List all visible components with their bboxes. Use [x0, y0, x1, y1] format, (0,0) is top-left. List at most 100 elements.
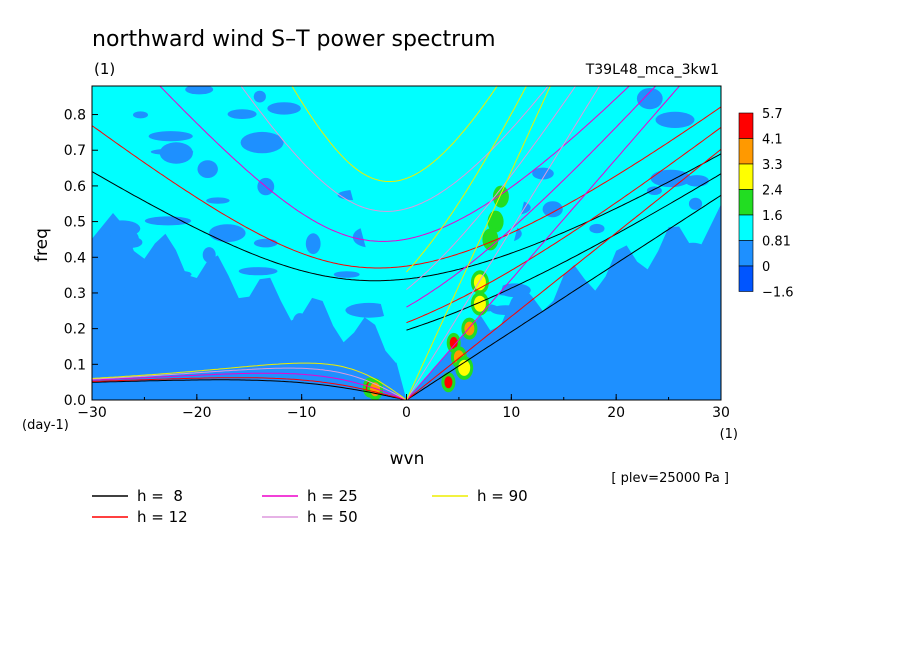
x-axis-label: wvn — [390, 449, 425, 469]
chart-title: northward wind S–T power spectrum — [92, 27, 496, 52]
field-patch — [148, 131, 193, 142]
kelvin-curve — [406, 194, 721, 400]
kelvin-curve — [406, 86, 681, 400]
field-low-band — [92, 204, 721, 400]
field-patch — [227, 109, 257, 119]
field-patch — [133, 111, 148, 119]
field-patch — [650, 169, 691, 188]
field-patch — [110, 228, 139, 251]
ig-curve — [240, 86, 549, 212]
field-patch — [602, 279, 627, 292]
colorbar-swatch — [738, 265, 754, 292]
field-patch — [253, 90, 266, 103]
colorbar-label: 3.3 — [762, 158, 783, 173]
colorbar-label: 2.4 — [762, 184, 783, 199]
x-tick-label: −10 — [287, 405, 317, 421]
colorbar-swatch — [738, 138, 754, 165]
spectrum-field — [92, 86, 721, 400]
mrg-curve — [406, 126, 721, 324]
kelvin-curve — [406, 86, 551, 400]
legend-label: h = 8 — [137, 487, 183, 505]
field-patch — [92, 282, 126, 300]
field-patch — [646, 186, 662, 195]
mrg-curve — [406, 86, 528, 273]
mrg-curve — [406, 173, 721, 331]
field-patch — [333, 271, 360, 278]
colorbar: 5.7 4.1 3.3 2.4 1.6 0.81 0 −1.6 — [738, 107, 794, 301]
x-tick-label: 20 — [607, 405, 625, 421]
field-patch — [253, 238, 278, 248]
legend-label: h = 50 — [307, 508, 358, 526]
y-tick-label: 0.6 — [64, 179, 86, 195]
field-patch — [238, 267, 278, 276]
y-tick-label: 0.3 — [64, 286, 86, 302]
colorbar-swatch — [738, 163, 754, 190]
field-patch — [185, 86, 214, 95]
colorbar-swatch — [738, 112, 754, 139]
rossby-curve — [92, 362, 407, 400]
field-patch — [655, 111, 695, 128]
field-patch — [345, 302, 393, 318]
field-patch — [267, 102, 301, 115]
colorbar-swatch — [738, 189, 754, 216]
ig-curve — [92, 106, 721, 269]
mrg-curve — [406, 86, 577, 290]
field-patch — [636, 88, 663, 110]
rossby-curve — [92, 379, 407, 400]
y-tick-label: 0.1 — [64, 357, 86, 373]
y-unit-label: (day-1) — [22, 418, 69, 433]
chart-subtitle-right: T39L48_mca_3kw1 — [585, 62, 719, 78]
field-patch — [589, 223, 605, 234]
field-patch — [684, 175, 709, 187]
field-blob — [444, 376, 453, 389]
field-patch — [163, 270, 192, 278]
dispersion-curves — [92, 86, 721, 400]
colorbar-swatch — [738, 214, 754, 241]
y-tick-label: 0.0 — [64, 393, 86, 409]
rossby-curve — [92, 372, 407, 400]
colorbar-label: 4.1 — [762, 133, 783, 148]
colorbar-swatch — [738, 240, 754, 267]
ig-curve — [159, 86, 631, 242]
rossby-curve — [92, 367, 407, 400]
y-tick-label: 0.7 — [64, 143, 86, 159]
field-patch — [144, 216, 192, 226]
x-tick-label: −30 — [77, 405, 107, 421]
field-patch — [179, 305, 226, 328]
field-patch — [688, 197, 703, 210]
chart-subtitle-left: (1) — [94, 60, 115, 78]
y-axis-label: freq — [32, 228, 52, 262]
legend-label: h = 12 — [137, 508, 188, 526]
field-patch — [202, 247, 216, 263]
field-patch — [490, 305, 521, 315]
field-patch — [240, 131, 284, 154]
field-blob — [473, 295, 486, 312]
legend-label: h = 90 — [477, 487, 528, 505]
field-patch — [197, 160, 218, 179]
y-tick-label: 0.5 — [64, 215, 86, 231]
mrg-curve — [406, 86, 657, 308]
x-tick-label: 10 — [502, 405, 520, 421]
kelvin-curve — [406, 148, 721, 400]
x-tick-label: 0 — [402, 405, 411, 421]
legend-label: h = 25 — [307, 487, 358, 505]
field-patch — [678, 242, 707, 257]
field-patch — [209, 224, 246, 243]
field-patch — [542, 201, 563, 218]
field-patch — [532, 167, 554, 180]
colorbar-label: 5.7 — [762, 107, 783, 122]
x-unit-label: (1) — [720, 427, 738, 442]
colorbar-label: 0 — [762, 260, 770, 275]
field-patch — [580, 292, 599, 299]
field-blob — [449, 336, 458, 349]
ig-curve — [92, 153, 721, 282]
x-tick-label: −20 — [182, 405, 212, 421]
legend: h = 8 h = 12 h = 25 h = 50 h = 90 — [92, 487, 528, 526]
field-cone — [322, 86, 554, 400]
y-tick-label: 0.2 — [64, 322, 86, 338]
axes: −30 −20 −10 0 10 20 30 0.0 0.1 0.2 0.3 0.4 0.5 0.6 0.7… — [64, 108, 730, 421]
field-patch — [305, 233, 321, 255]
colorbar-label: 0.81 — [762, 235, 791, 250]
x-tick-label: 30 — [712, 405, 730, 421]
